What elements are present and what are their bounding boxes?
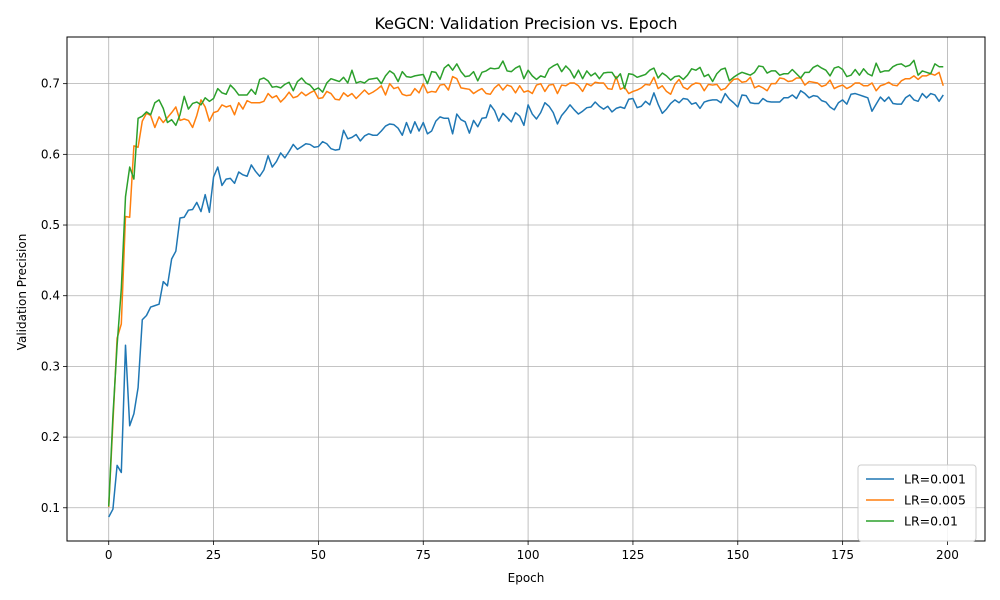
legend-label-lr-0-005: LR=0.005 [904,493,966,508]
x-axis-label: Epoch [508,571,545,585]
x-tick-label: 100 [517,548,540,562]
x-tick-label: 25 [206,548,221,562]
x-tick-label: 0 [105,548,113,562]
legend-box [857,464,977,542]
y-axis-ticks: 0.1 0.2 0.3 0.4 0.5 0.6 0.7 [41,77,67,515]
y-tick-label: 0.4 [41,289,60,303]
grid-lines [67,37,985,541]
series-lines [107,59,944,518]
y-tick-label: 0.7 [41,77,60,91]
x-tick-label: 50 [311,548,326,562]
chart-title: KeGCN: Validation Precision vs. Epoch [374,14,677,33]
x-axis-ticks: 0 25 50 75 100 125 150 175 200 [105,541,959,562]
x-tick-label: 150 [726,548,749,562]
series-line-lr-0-01 [107,59,944,507]
legend-label-lr-0-01: LR=0.01 [904,514,958,529]
y-tick-label: 0.2 [41,430,60,444]
y-tick-label: 0.1 [41,501,60,515]
series-line-lr-0-005 [107,71,944,508]
series-line-lr-0-001 [108,89,944,518]
legend: LR=0.001 LR=0.005 LR=0.01 [857,464,977,542]
x-tick-label: 200 [936,548,959,562]
y-axis-label: Validation Precision [15,234,29,351]
y-tick-label: 0.6 [41,147,60,161]
y-tick-label: 0.5 [41,218,60,232]
x-tick-label: 125 [621,548,644,562]
x-tick-label: 75 [416,548,431,562]
legend-label-lr-0-001: LR=0.001 [904,472,966,487]
y-tick-label: 0.3 [41,359,60,373]
plot-frame [66,36,986,542]
x-tick-label: 175 [831,548,854,562]
